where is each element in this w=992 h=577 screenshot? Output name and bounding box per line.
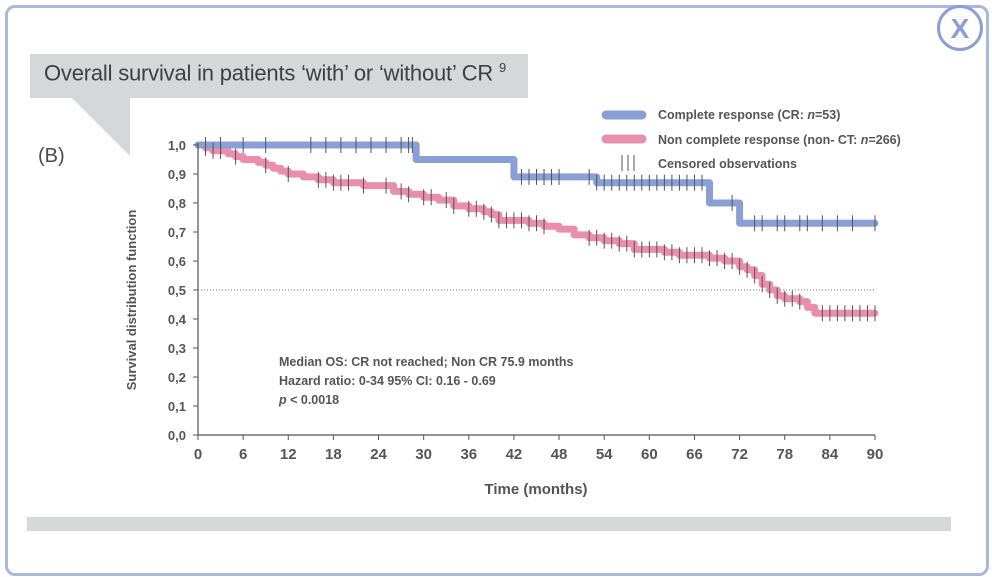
x-tick-label: 90 xyxy=(867,446,884,463)
annotation-median: Median OS: CR not reached; Non CR 75.9 m… xyxy=(279,355,574,369)
x-tick-label: 84 xyxy=(822,446,839,463)
x-tick-label: 12 xyxy=(280,446,297,463)
y-tick-label: 0,1 xyxy=(168,399,186,414)
y-tick-label: 0,4 xyxy=(168,312,187,327)
y-tick-label: 0,8 xyxy=(168,196,186,211)
legend-label-cr: Complete response (CR: n=53) xyxy=(658,108,840,122)
annotation-hazard: Hazard ratio: 0-34 95% CI: 0.16 - 0.69 xyxy=(279,374,496,388)
x-tick-label: 78 xyxy=(776,446,793,463)
x-tick-label: 0 xyxy=(194,446,202,463)
legend-label-non-cr: Non complete response (non- CT: n=266) xyxy=(658,133,901,147)
axes-layer: 0,0 0,1 0,2 0,3 0,4 0,5 0,6 0,7 0,8 0,9 1,0 0 6 12 18 2… xyxy=(168,138,883,463)
y-tick-label: 0,7 xyxy=(168,225,186,240)
x-axis-title: Time (months) xyxy=(484,481,587,498)
censor-layer xyxy=(205,137,876,322)
y-tick-label: 0,9 xyxy=(168,167,186,182)
x-tick-label: 66 xyxy=(686,446,703,463)
x-tick-label: 60 xyxy=(641,446,658,463)
legend: Complete response (CR: n=53) Non complet… xyxy=(601,108,901,171)
y-tick-label: 1,0 xyxy=(168,138,186,153)
legend-label-censored: Censored observations xyxy=(658,157,797,171)
annotation-pvalue: p < 0.0018 xyxy=(278,393,339,407)
close-icon: X xyxy=(951,13,970,44)
close-button[interactable]: X xyxy=(937,5,983,51)
x-tick-label: 36 xyxy=(460,446,477,463)
x-tick-label: 72 xyxy=(731,446,748,463)
y-tick-label: 0,5 xyxy=(168,283,186,298)
x-tick-label: 30 xyxy=(415,446,432,463)
panel-label: (B) xyxy=(38,145,65,167)
bottom-bar xyxy=(27,517,951,531)
x-tick-label: 48 xyxy=(551,446,568,463)
callout-pointer xyxy=(72,98,130,156)
x-tick-label: 18 xyxy=(325,446,342,463)
y-tick-label: 0,0 xyxy=(168,428,186,443)
y-tick-label: 0,3 xyxy=(168,341,186,356)
title-reference: 9 xyxy=(499,60,507,75)
chart-title: Overall survival in patients ‘with’ or ‘… xyxy=(44,60,506,86)
title-callout xyxy=(30,54,528,98)
title-text: Overall survival in patients ‘with’ or ‘… xyxy=(44,60,494,86)
x-tick-label: 24 xyxy=(370,446,387,463)
x-tick-label: 42 xyxy=(506,446,523,463)
close-label: X xyxy=(951,13,970,44)
legend-swatch-censored xyxy=(621,155,635,171)
y-tick-label: 0,6 xyxy=(168,254,186,269)
y-axis-title: Survival distribution function xyxy=(124,210,139,391)
stats-annotation: Median OS: CR not reached; Non CR 75.9 m… xyxy=(278,355,574,407)
x-tick-label: 6 xyxy=(239,446,247,463)
x-tick-label: 54 xyxy=(596,446,613,463)
y-tick-label: 0,2 xyxy=(168,370,186,385)
